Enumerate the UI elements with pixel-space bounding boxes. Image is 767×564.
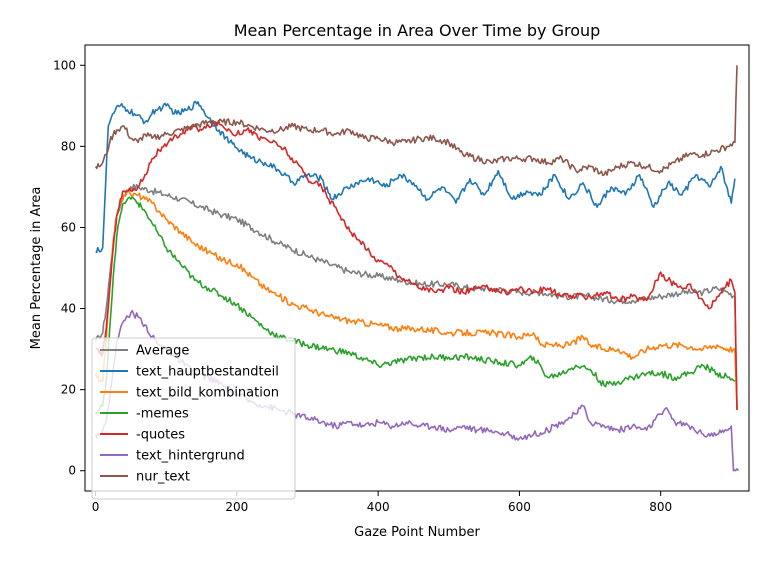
x-tick-label: 200	[225, 500, 248, 514]
legend-entry: text_hintergrund	[136, 449, 245, 464]
x-axis: 0 200 400 600 800	[92, 491, 672, 514]
x-axis-label: Gaze Point Number	[354, 525, 480, 540]
legend-entry: text_bild_kombination	[136, 386, 279, 401]
y-tick-label: 60	[61, 220, 76, 234]
series-line-4	[95, 119, 738, 410]
legend-entry: nur_text	[136, 470, 190, 485]
series-line-2	[94, 188, 738, 410]
series-line-6	[94, 65, 738, 177]
x-tick-label: 600	[508, 500, 531, 514]
y-axis: 0 20 40 60 80 100	[53, 58, 85, 478]
series-line-3	[94, 196, 736, 415]
legend-entry: Average	[136, 344, 189, 359]
y-tick-label: 40	[61, 302, 76, 316]
legend-entry: text_hauptbestandteil	[136, 365, 279, 380]
legend-entry: -memes	[136, 407, 189, 422]
x-tick-label: 400	[367, 500, 390, 514]
y-tick-label: 100	[53, 58, 76, 72]
y-tick-label: 20	[61, 383, 76, 397]
chart-title: Mean Percentage in Area Over Time by Gro…	[234, 21, 601, 40]
series-line-1	[95, 100, 736, 254]
plot-lines	[94, 65, 740, 472]
x-tick-label: 0	[92, 500, 100, 514]
legend-entry: -quotes	[136, 428, 185, 443]
y-tick-label: 80	[61, 139, 76, 153]
legend-box	[91, 337, 296, 500]
y-tick-label: 0	[68, 464, 76, 478]
legend: Average text_hauptbestandteil text_bild_ko…	[91, 337, 296, 500]
plot-frame	[84, 44, 750, 492]
y-axis-label: Mean Percentage in Area	[29, 187, 44, 350]
x-tick-label: 800	[649, 500, 672, 514]
